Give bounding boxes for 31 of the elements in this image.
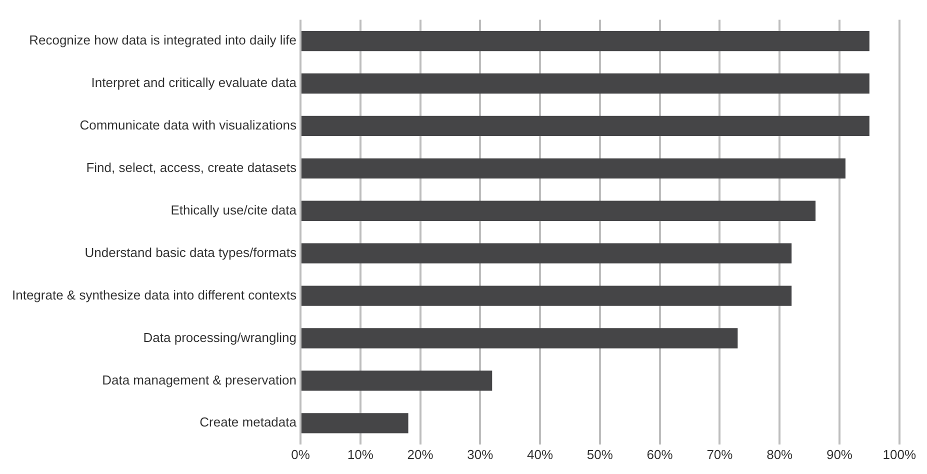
bar (301, 158, 846, 178)
x-tick-label: 100% (882, 446, 916, 462)
y-tick-label: Recognize how data is integrated into daily life (29, 32, 296, 48)
x-tick-label: 20% (407, 446, 434, 462)
bar (301, 116, 870, 136)
y-tick-label: Create metadata (200, 414, 298, 430)
bar (301, 73, 870, 94)
bar (301, 243, 792, 264)
y-tick-label: Ethically use/cite data (170, 202, 298, 218)
x-tick-label: 10% (347, 446, 374, 462)
x-tick-label: 90% (826, 446, 853, 462)
y-tick-label: Communicate data with visualizations (80, 118, 297, 133)
bar (301, 328, 738, 348)
x-tick-label: 0% (291, 446, 310, 462)
x-tick-label: 70% (706, 446, 734, 462)
y-tick-label: Interpret and critically evaluate data (91, 75, 298, 90)
x-tick-label: 60% (646, 446, 674, 462)
x-tick-label: 80% (766, 446, 794, 462)
bar (301, 286, 792, 306)
y-tick-label: Data processing/wrangling (143, 330, 296, 345)
bar (301, 30, 870, 52)
bar (301, 200, 816, 221)
y-tick-label: Data management & preservation (102, 372, 296, 388)
x-tick-label: 50% (586, 446, 614, 462)
y-tick-label: Find, select, access, create datasets (86, 160, 297, 175)
bar (301, 370, 492, 391)
bar (301, 413, 408, 434)
x-tick-label: 30% (467, 446, 494, 462)
x-tick-label: 40% (527, 446, 554, 462)
y-tick-label: Integrate & synthesize data into different contexts (12, 287, 297, 302)
y-tick-label: Understand basic data types/formats (84, 244, 297, 260)
